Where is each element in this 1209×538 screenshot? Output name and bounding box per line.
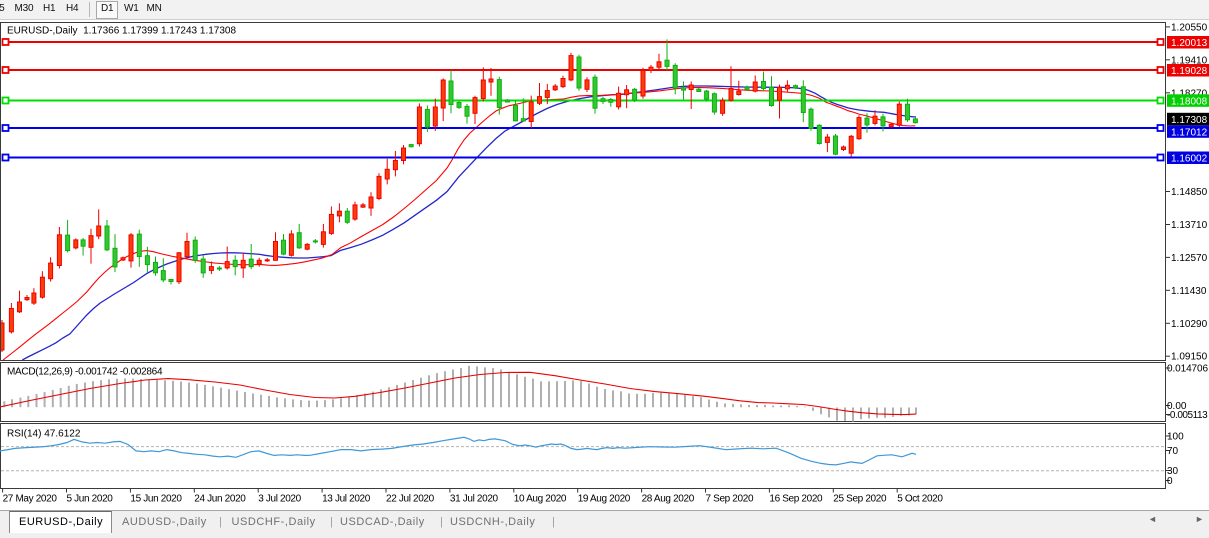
- svg-text:MACD(12,26,9) -0.001742 -0.002: MACD(12,26,9) -0.001742 -0.002864: [7, 367, 163, 378]
- svg-text:22 Jul 2020: 22 Jul 2020: [386, 494, 435, 505]
- svg-text:0.014706: 0.014706: [1167, 364, 1208, 375]
- svg-text:30: 30: [1167, 466, 1179, 477]
- svg-text:13 Jul 2020: 13 Jul 2020: [322, 494, 371, 505]
- svg-text:24 Jun 2020: 24 Jun 2020: [194, 494, 246, 505]
- svg-text:7 Sep 2020: 7 Sep 2020: [706, 494, 754, 505]
- svg-text:1.19410: 1.19410: [1171, 55, 1208, 66]
- svg-text:1.16002: 1.16002: [1171, 154, 1208, 165]
- svg-text:-0.005113: -0.005113: [1167, 410, 1208, 421]
- svg-text:0: 0: [1167, 476, 1173, 487]
- svg-text:16 Sep 2020: 16 Sep 2020: [769, 494, 823, 505]
- svg-text:31 Jul 2020: 31 Jul 2020: [450, 494, 499, 505]
- svg-text:1.13710: 1.13710: [1171, 220, 1208, 231]
- svg-text:10 Aug 2020: 10 Aug 2020: [514, 494, 567, 505]
- svg-text:1.20013: 1.20013: [1171, 38, 1208, 49]
- svg-text:100: 100: [1167, 432, 1184, 443]
- svg-text:70: 70: [1167, 446, 1179, 457]
- svg-text:3 Jul 2020: 3 Jul 2020: [258, 494, 301, 505]
- svg-text:1.09150: 1.09150: [1171, 352, 1208, 363]
- svg-text:5 Oct 2020: 5 Oct 2020: [897, 494, 943, 505]
- svg-text:1.18008: 1.18008: [1171, 96, 1208, 107]
- svg-text:1.12570: 1.12570: [1171, 253, 1208, 264]
- svg-text:1.19028: 1.19028: [1171, 66, 1208, 77]
- svg-text:1.11430: 1.11430: [1171, 286, 1207, 297]
- svg-text:19 Aug 2020: 19 Aug 2020: [578, 494, 631, 505]
- svg-text:28 Aug 2020: 28 Aug 2020: [642, 494, 695, 505]
- svg-text:1.18270: 1.18270: [1171, 88, 1208, 99]
- svg-text:0.00: 0.00: [1167, 401, 1187, 412]
- svg-text:1.14850: 1.14850: [1171, 187, 1208, 198]
- svg-text:1.10290: 1.10290: [1171, 319, 1208, 330]
- svg-text:25 Sep 2020: 25 Sep 2020: [833, 494, 887, 505]
- svg-text:1.20550: 1.20550: [1171, 22, 1208, 33]
- svg-text:5 Jun 2020: 5 Jun 2020: [67, 494, 114, 505]
- svg-text:EURUSD-,Daily 1.17366 1.17399: EURUSD-,Daily 1.17366 1.17399 1.17243 1.…: [7, 26, 236, 37]
- svg-text:1.17308: 1.17308: [1171, 115, 1208, 126]
- svg-text:27 May 2020: 27 May 2020: [3, 494, 58, 505]
- svg-text:RSI(14) 47.6122: RSI(14) 47.6122: [7, 429, 81, 440]
- svg-text:1.17012: 1.17012: [1171, 127, 1208, 138]
- svg-text:15 Jun 2020: 15 Jun 2020: [130, 494, 182, 505]
